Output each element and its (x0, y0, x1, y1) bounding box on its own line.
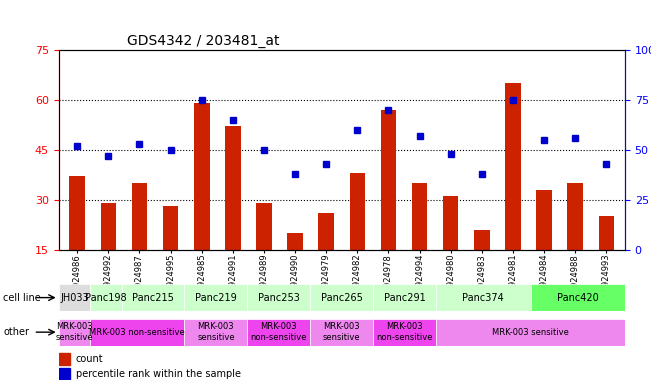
Bar (59, 368, 70, 380)
Text: JH033: JH033 (60, 293, 89, 303)
Text: Panc291: Panc291 (384, 293, 426, 303)
FancyBboxPatch shape (59, 319, 90, 346)
Text: Panc265: Panc265 (321, 293, 363, 303)
Bar (70, 176, 85, 250)
Bar (132, 183, 147, 250)
Bar (536, 190, 552, 250)
Bar (598, 216, 614, 250)
Bar (194, 103, 210, 250)
FancyBboxPatch shape (59, 284, 90, 311)
Text: Panc374: Panc374 (462, 293, 505, 303)
Text: cell line: cell line (3, 293, 41, 303)
FancyBboxPatch shape (247, 319, 311, 346)
FancyBboxPatch shape (247, 284, 311, 311)
FancyBboxPatch shape (373, 319, 436, 346)
FancyBboxPatch shape (311, 284, 373, 311)
Text: MRK-003 sensitive: MRK-003 sensitive (492, 328, 569, 337)
FancyBboxPatch shape (122, 284, 184, 311)
Text: MRK-003
sensitive: MRK-003 sensitive (323, 323, 361, 342)
Bar (225, 126, 241, 250)
Text: Panc198: Panc198 (85, 293, 126, 303)
Bar (412, 183, 427, 250)
Bar (318, 213, 334, 250)
Text: Panc420: Panc420 (557, 293, 599, 303)
Text: Panc219: Panc219 (195, 293, 237, 303)
Bar (256, 203, 271, 250)
FancyBboxPatch shape (436, 319, 625, 346)
Text: Panc215: Panc215 (132, 293, 174, 303)
Bar (443, 196, 458, 250)
Bar (505, 83, 521, 250)
Text: other: other (3, 327, 29, 337)
Text: GDS4342 / 203481_at: GDS4342 / 203481_at (126, 33, 279, 48)
FancyBboxPatch shape (373, 284, 436, 311)
Text: percentile rank within the sample: percentile rank within the sample (76, 369, 241, 379)
Bar (381, 110, 396, 250)
FancyBboxPatch shape (311, 319, 373, 346)
FancyBboxPatch shape (184, 284, 247, 311)
Bar (287, 233, 303, 250)
FancyBboxPatch shape (531, 284, 625, 311)
Bar (350, 173, 365, 250)
Bar (568, 183, 583, 250)
FancyBboxPatch shape (184, 319, 247, 346)
Text: MRK-003
sensitive: MRK-003 sensitive (197, 323, 235, 342)
FancyBboxPatch shape (90, 284, 122, 311)
Text: MRK-003
non-sensitive: MRK-003 non-sensitive (251, 323, 307, 342)
Text: MRK-003
sensitive: MRK-003 sensitive (55, 323, 93, 342)
Bar (474, 230, 490, 250)
FancyBboxPatch shape (436, 284, 531, 311)
Bar (163, 206, 178, 250)
Text: Panc253: Panc253 (258, 293, 299, 303)
Text: count: count (76, 354, 104, 364)
Text: MRK-003
non-sensitive: MRK-003 non-sensitive (376, 323, 433, 342)
FancyBboxPatch shape (90, 319, 184, 346)
Bar (101, 203, 116, 250)
Text: MRK-003 non-sensitive: MRK-003 non-sensitive (89, 328, 185, 337)
Bar (59, 353, 70, 365)
